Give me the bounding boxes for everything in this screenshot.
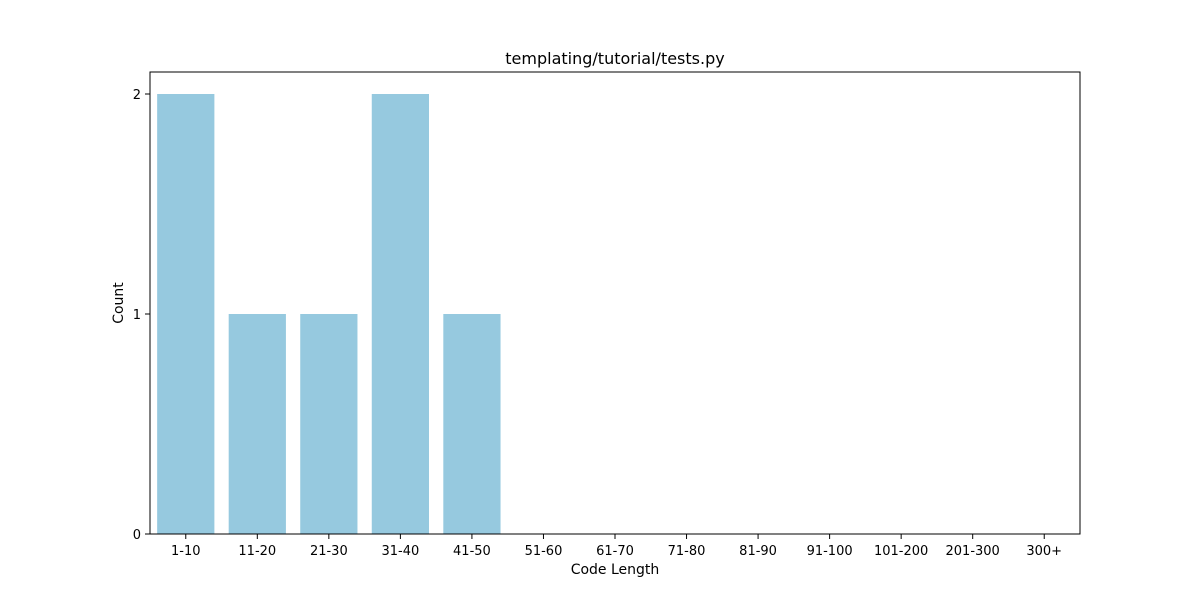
x-tick-label: 21-30 — [310, 544, 348, 559]
x-tick-label: 51-60 — [525, 544, 563, 559]
x-tick-label: 71-80 — [668, 544, 706, 559]
x-tick-label: 11-20 — [238, 544, 276, 559]
x-tick-label: 61-70 — [596, 544, 634, 559]
chart-title: templating/tutorial/tests.py — [505, 49, 724, 68]
bar-21-30 — [300, 314, 358, 534]
x-tick-label: 31-40 — [381, 544, 419, 559]
bar-31-40 — [371, 94, 429, 534]
y-tick-label: 2 — [133, 88, 141, 103]
x-axis: 1-10 11-20 21-30 31-40 41-50 51-60 61-70 71-80 8… — [171, 534, 1062, 559]
x-axis-label: Code Length — [571, 562, 660, 578]
plot-frame — [149, 71, 1081, 535]
bars-layer — [157, 94, 501, 534]
x-tick-label: 81-90 — [739, 544, 777, 559]
x-tick-label: 91-100 — [807, 544, 853, 559]
y-tick-label: 0 — [133, 528, 141, 543]
x-tick-label: 300+ — [1026, 544, 1062, 559]
bar-41-50 — [443, 314, 501, 534]
bar-1-10 — [157, 94, 215, 534]
x-tick-label: 201-300 — [946, 544, 1000, 559]
y-axis-label: Count — [111, 282, 127, 324]
y-tick-label: 1 — [133, 308, 141, 323]
x-tick-label: 41-50 — [453, 544, 491, 559]
y-axis: 0 1 2 — [133, 88, 150, 543]
bar-11-20 — [228, 314, 286, 534]
x-tick-label: 1-10 — [171, 544, 201, 559]
x-tick-label: 101-200 — [874, 544, 928, 559]
